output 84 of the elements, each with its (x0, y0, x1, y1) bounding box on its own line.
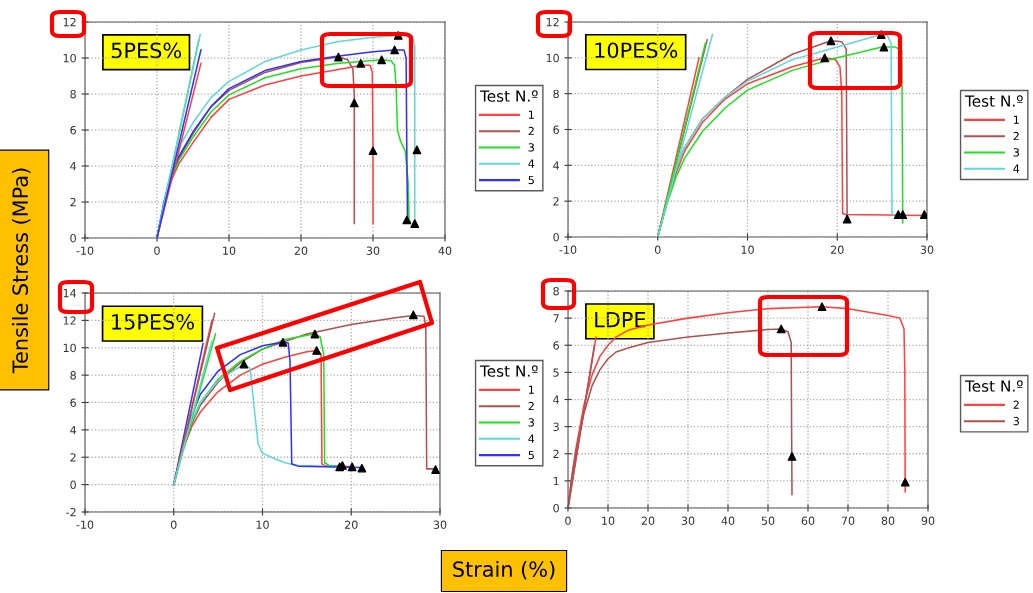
x-tick-label: 30 (681, 516, 695, 525)
y-tick-label: 12 (63, 316, 76, 325)
y-tick-label: 2 (70, 197, 76, 207)
x-tick-label: 0 (170, 520, 177, 529)
x-tick-label: 80 (881, 516, 895, 525)
x-tick-label: 10 (256, 520, 269, 529)
x-tick-label: 70 (841, 516, 855, 525)
y-tick-label: 2 (70, 453, 76, 462)
legend-label: 4 (528, 159, 535, 168)
legend-label: 5 (528, 450, 534, 460)
legend-title: Test N.º (964, 95, 1023, 107)
y-tick-label: 10 (63, 53, 76, 63)
legend-label: 1 (529, 385, 534, 394)
text: 15PES% (112, 313, 194, 330)
y-tick-label: 10 (63, 343, 76, 353)
y-tick-label: 4 (70, 426, 77, 435)
text: 10PES% (595, 42, 678, 59)
y-tick-label: 8 (553, 89, 559, 99)
x-tick-label: -10 (76, 520, 94, 529)
legend-label: 2 (1013, 131, 1019, 141)
y-tick-label: 4 (553, 395, 560, 404)
x-tick-label: 30 (920, 245, 934, 254)
legend-label: 3 (528, 143, 534, 152)
x-tick-label: -10 (76, 246, 94, 255)
x-tick-label: 30 (433, 520, 447, 529)
y-tick-label: 0 (70, 233, 76, 243)
x-tick-label: 0 (565, 516, 571, 525)
y-tick-label: 6 (553, 341, 559, 350)
x-tick-label: 50 (761, 516, 775, 525)
y-tick-label: 10 (546, 53, 559, 63)
legend-label: 5 (528, 175, 534, 185)
y-tick-label: 5 (553, 368, 559, 377)
x-tick-label: 90 (921, 516, 935, 525)
legend-label: 3 (528, 418, 534, 427)
legend-label: 2 (528, 401, 534, 411)
y-tick-label: 4 (553, 161, 560, 170)
x-tick-label: 10 (741, 245, 754, 254)
text: 5PES% (111, 42, 182, 59)
text: LDPE (595, 311, 646, 328)
y-tick-label: 12 (63, 17, 76, 27)
y-tick-label: 0 (553, 503, 559, 513)
y-tick-label: 6 (553, 125, 559, 134)
legend-label: 4 (1013, 164, 1020, 173)
x-tick-label: 60 (801, 516, 815, 525)
y-tick-label: 2 (553, 449, 559, 458)
x-tick-label: 40 (721, 516, 735, 525)
legend-label: 1 (529, 110, 534, 119)
y-tick-label: 8 (553, 286, 559, 296)
y-tick-label: 1 (553, 477, 559, 486)
y-axis-title: Tensile Stress (MPa) (11, 168, 31, 374)
y-tick-label: 8 (70, 371, 76, 380)
y-tick-label: 3 (553, 422, 559, 431)
x-tick-label: 0 (154, 246, 160, 255)
y-tick-label: 8 (70, 89, 76, 99)
y-tick-label: 0 (70, 480, 76, 489)
x-tick-label: 20 (294, 246, 308, 255)
legend-title: Test N.º (479, 365, 538, 377)
x-axis-title: Strain (%) (453, 560, 555, 580)
x-tick-label: 10 (602, 516, 615, 525)
legend-label: 3 (1013, 148, 1019, 157)
x-tick-label: 20 (830, 245, 844, 254)
y-tick-label: 6 (70, 398, 76, 407)
legend-label: 3 (1013, 416, 1019, 426)
y-tick-label: 6 (70, 125, 76, 135)
y-tick-label: 4 (70, 162, 77, 171)
x-tick-label: 40 (438, 246, 452, 255)
x-tick-label: 20 (344, 520, 358, 529)
legend-label: 1 (1014, 115, 1019, 124)
legend-title: Test N.º (479, 90, 538, 102)
legend-label: 2 (528, 126, 534, 136)
y-tick-label: 0 (553, 232, 559, 242)
y-tick-label: 14 (63, 289, 77, 298)
legend-title: Test N.º (964, 380, 1023, 392)
y-tick-label: -2 (66, 507, 76, 517)
y-tick-label: 12 (546, 17, 559, 27)
legend-label: 2 (1013, 400, 1019, 409)
y-tick-label: 7 (553, 314, 559, 323)
x-tick-label: 30 (366, 246, 380, 255)
x-tick-label: -10 (559, 245, 577, 254)
x-tick-label: 0 (654, 245, 661, 254)
legend-label: 4 (528, 434, 535, 443)
x-tick-label: 20 (641, 516, 655, 525)
x-tick-label: 10 (223, 246, 236, 255)
y-tick-label: 2 (553, 197, 559, 206)
